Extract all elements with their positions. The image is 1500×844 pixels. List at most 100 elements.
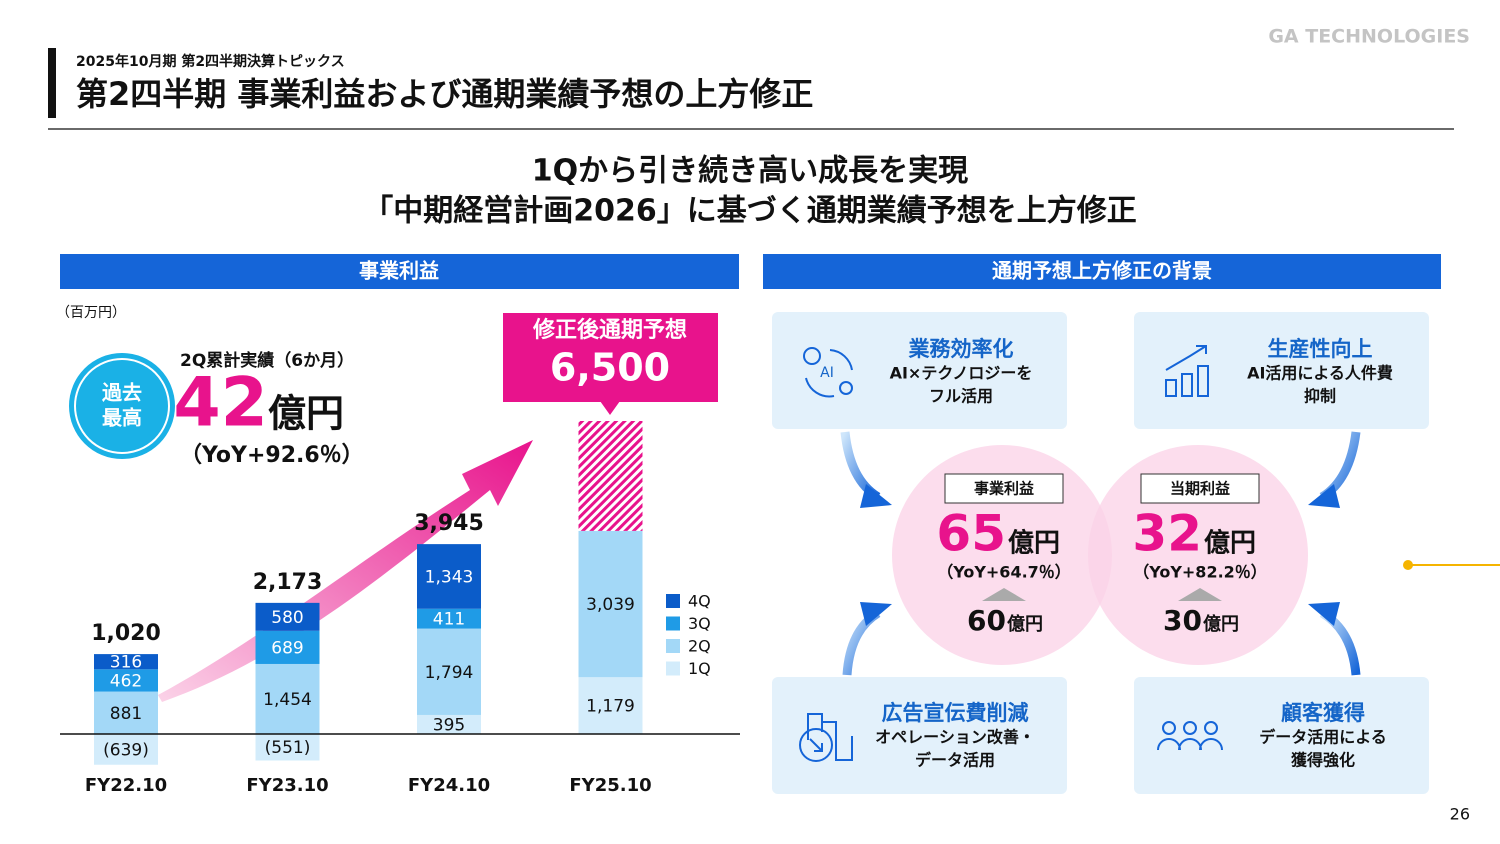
result-yoy: （YoY+82.2％） — [1133, 563, 1267, 582]
bar-segment — [94, 669, 158, 692]
data-label: 316 — [110, 653, 142, 673]
data-label: (639) — [103, 740, 149, 760]
bar-segment — [255, 663, 320, 734]
factor-box — [1134, 312, 1429, 429]
result-label-box — [1140, 473, 1260, 504]
x-tick-label: FY22.10 — [85, 775, 167, 796]
icon-part — [1204, 721, 1218, 735]
logo: GA TECHNOLOGIES — [1268, 26, 1470, 48]
unit-label: （百万円） — [56, 305, 126, 321]
highlight-value: 42 — [173, 364, 268, 443]
factor-text: AI活用による人件費 — [1247, 364, 1393, 383]
bar-segment — [255, 630, 320, 664]
flow-arrow — [840, 431, 881, 501]
factor-text: データ活用による — [1259, 728, 1387, 747]
badge-text: 過去 — [102, 381, 142, 405]
panel-title: 通期予想上方修正の背景 — [992, 259, 1212, 283]
data-label: 1,179 — [586, 697, 635, 717]
icon-part — [809, 738, 823, 752]
x-tick-label: FY23.10 — [246, 775, 328, 796]
factor-title: 業務効率化 — [909, 337, 1014, 361]
icon-part — [839, 381, 853, 395]
icon-part — [1162, 721, 1176, 735]
data-label: 881 — [110, 704, 142, 724]
total-label: 3,945 — [414, 511, 484, 536]
factor-title: 広告宣伝費削減 — [882, 701, 1029, 725]
data-label: 1,343 — [425, 567, 474, 587]
arrow-head — [1308, 602, 1340, 626]
arrow-head — [1308, 484, 1340, 508]
legend-label: 3Q — [688, 614, 711, 633]
up-arrow — [1178, 588, 1222, 601]
panel-header — [763, 254, 1441, 289]
title-bar — [48, 48, 56, 118]
headline: 「中期経営計画2026」に基づく通期業績予想を上方修正 — [363, 194, 1137, 229]
bar-segment — [255, 733, 320, 761]
legend-label: 4Q — [688, 592, 711, 611]
headline: 1Qから引き続き高い成長を実現 — [532, 154, 968, 189]
up-arrow — [982, 588, 1026, 601]
factor-title: 生産性向上 — [1268, 337, 1373, 361]
result-label: 当期利益 — [1170, 480, 1230, 498]
icon-part — [1157, 738, 1223, 751]
icons — [799, 345, 1223, 762]
legend-swatch — [666, 594, 680, 608]
bar-segment — [94, 654, 158, 670]
badge-ring — [74, 358, 170, 454]
bar-segment — [94, 691, 158, 734]
result-value: 65 — [936, 505, 1006, 563]
x-tick-label: FY24.10 — [408, 775, 490, 796]
badge-text: 最高 — [102, 406, 142, 430]
data-label: 3,039 — [586, 595, 635, 615]
factor-box — [1134, 677, 1429, 794]
icon-part — [1183, 721, 1197, 735]
highlight-unit: 億円 — [268, 392, 344, 436]
previous-unit: 億円 — [1203, 613, 1239, 635]
legend-swatch — [666, 639, 680, 653]
legend-swatch — [666, 616, 680, 631]
factor-box — [772, 677, 1067, 794]
bar-segment — [417, 714, 481, 734]
factor-text: AI×テクノロジーを — [890, 364, 1033, 383]
badge — [69, 353, 175, 459]
factor-text: 獲得強化 — [1291, 751, 1355, 770]
forecast-callout — [503, 313, 718, 402]
flow-arrow — [1319, 431, 1361, 501]
previous-unit: 億円 — [1007, 613, 1043, 635]
arrow-head — [860, 602, 892, 626]
factor-text: フル活用 — [929, 387, 993, 406]
forecast-label: 修正後通期予想 — [532, 317, 687, 343]
highlight-yoy: （YoY+92.6％） — [180, 443, 364, 468]
panel-header — [60, 254, 739, 289]
factor-text: オペレーション改善・ — [875, 728, 1035, 747]
data-label: 411 — [433, 610, 465, 630]
result-label: 事業利益 — [974, 480, 1034, 498]
forecast-value: 6,500 — [550, 346, 670, 390]
flow-arrow — [842, 609, 881, 676]
data-label: 580 — [271, 608, 303, 628]
previous-value: 60 — [967, 604, 1006, 637]
title: 第2四半期 事業利益および通期業績予想の上方修正 — [76, 75, 813, 113]
bar-segment — [417, 544, 481, 609]
total-label: 1,020 — [91, 621, 161, 646]
factor-text: データ活用 — [915, 751, 995, 770]
factor-text: 抑制 — [1304, 387, 1336, 406]
result-unit: 億円 — [1008, 529, 1060, 559]
data-label: 462 — [110, 671, 142, 691]
arrow-head — [860, 484, 892, 508]
data-label: 1,794 — [425, 663, 474, 683]
panel-title: 事業利益 — [359, 259, 439, 283]
previous-value: 30 — [1163, 604, 1202, 637]
data-label: 395 — [433, 715, 465, 735]
icon-part — [799, 728, 833, 762]
highlight-label: 2Q累計実績（6か月） — [180, 350, 354, 371]
bar-segment — [94, 733, 158, 765]
bar-segment — [417, 628, 481, 715]
x-tick-label: FY25.10 — [569, 775, 651, 796]
legend-swatch — [666, 661, 680, 676]
icon-part — [803, 347, 821, 365]
result-yoy: （YoY+64.7％） — [937, 563, 1071, 582]
icon-text: AI — [820, 365, 834, 381]
